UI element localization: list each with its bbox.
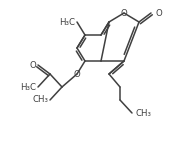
Text: H₃C: H₃C: [20, 82, 36, 91]
Text: H₃C: H₃C: [59, 17, 75, 26]
Text: O: O: [121, 9, 127, 17]
Text: CH₃: CH₃: [32, 96, 48, 105]
Text: O: O: [29, 61, 36, 70]
Text: CH₃: CH₃: [136, 108, 152, 117]
Text: O: O: [74, 70, 80, 78]
Text: O: O: [155, 9, 162, 17]
